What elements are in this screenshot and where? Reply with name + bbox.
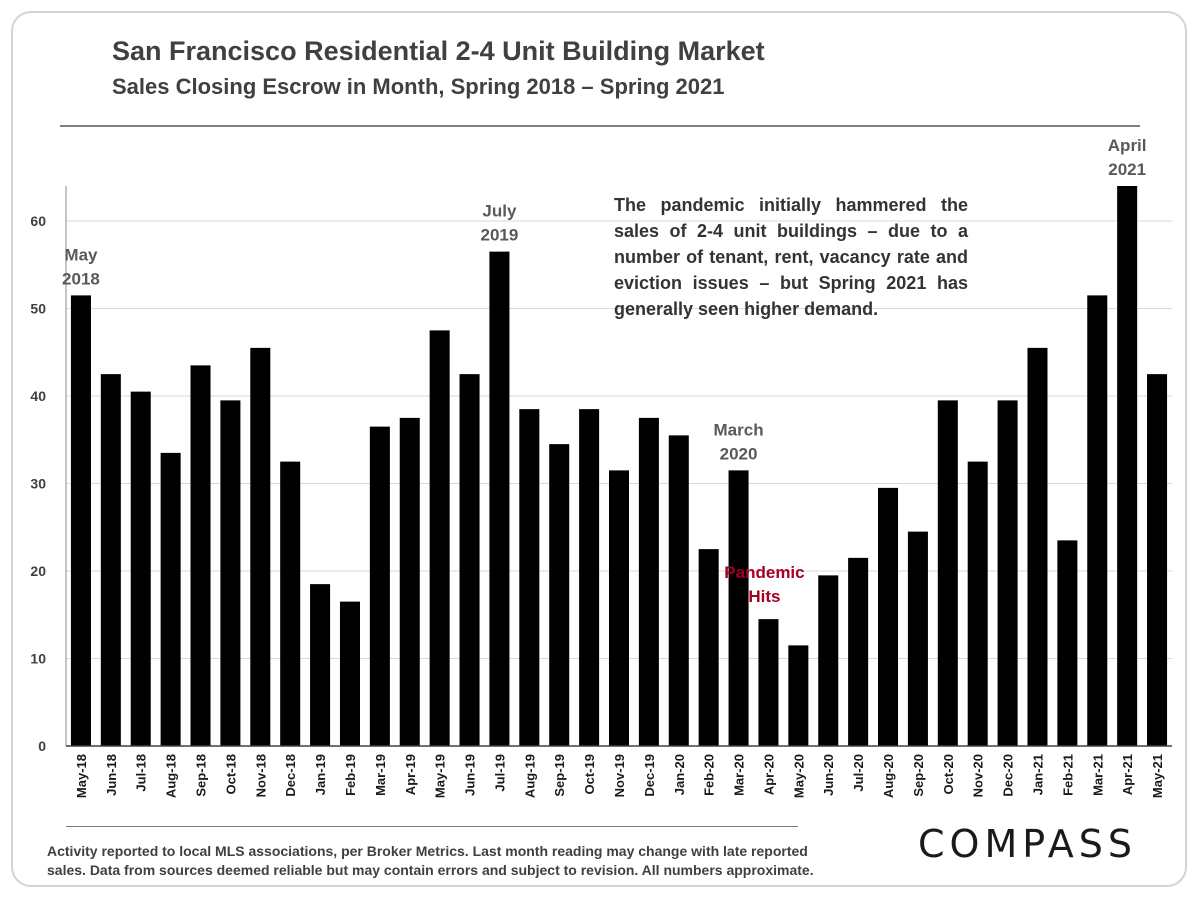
bar: [608, 470, 630, 746]
footnote-divider: [66, 826, 798, 827]
bar: [728, 470, 749, 746]
bar: [1027, 347, 1048, 746]
bar: [758, 619, 779, 746]
bar: [788, 645, 809, 746]
x-tick-label: Feb-19: [343, 754, 358, 796]
bar: [668, 435, 689, 746]
bar: [220, 400, 241, 746]
x-tick-label: May-18: [74, 754, 89, 798]
annotation-label: 2018: [62, 269, 100, 288]
bar: [70, 295, 91, 746]
annotation-label: Pandemic: [724, 563, 804, 582]
x-tick-label: Aug-19: [522, 754, 537, 798]
x-tick-label: Feb-21: [1060, 754, 1075, 796]
compass-logo: COMPASS: [918, 822, 1137, 866]
bar: [190, 365, 211, 746]
x-tick-label: Mar-19: [373, 754, 388, 796]
bar: [459, 374, 480, 746]
title-divider: [60, 125, 1140, 127]
y-tick-label: 10: [30, 651, 46, 667]
bar: [339, 601, 360, 746]
x-tick-label: Sep-18: [194, 754, 209, 797]
x-tick-label: Apr-21: [1120, 754, 1135, 795]
chart-title: San Francisco Residential 2-4 Unit Build…: [112, 36, 765, 66]
bar: [160, 452, 181, 746]
x-tick-label: Jun-18: [104, 754, 119, 796]
x-tick-label: May-21: [1150, 754, 1165, 798]
annotation-label: July: [482, 202, 517, 221]
x-tick-label: Jun-20: [821, 754, 836, 796]
y-tick-label: 40: [30, 388, 46, 404]
footnote: Activity reported to local MLS associati…: [47, 843, 814, 878]
bar: [250, 347, 271, 746]
x-tick-label: Nov-18: [253, 754, 268, 797]
bar: [1057, 540, 1078, 746]
bar: [638, 417, 659, 746]
bar: [878, 487, 899, 746]
annotation-label: April: [1108, 136, 1147, 155]
x-tick-label: Jul-20: [851, 754, 866, 792]
x-tick-label: Feb-20: [702, 754, 717, 796]
annotation-label: May: [64, 245, 98, 264]
x-tick-label: Oct-20: [941, 754, 956, 794]
bar: [519, 409, 540, 746]
x-tick-label: Jun-19: [463, 754, 478, 796]
bar: [130, 391, 151, 746]
x-tick-label: Mar-20: [732, 754, 747, 796]
annotation-label: 2019: [481, 226, 519, 245]
bar: [818, 575, 839, 746]
bar: [1117, 186, 1138, 746]
x-tick-label: Sep-19: [552, 754, 567, 797]
bar: [1087, 295, 1108, 746]
bar: [280, 461, 301, 746]
x-tick-label: Nov-19: [612, 754, 627, 797]
y-tick-label: 60: [30, 213, 46, 229]
x-tick-label: Oct-18: [223, 754, 238, 794]
x-tick-label: Apr-20: [761, 754, 776, 795]
y-tick-label: 20: [30, 563, 46, 579]
bar: [399, 417, 420, 746]
x-tick-label: Apr-19: [403, 754, 418, 795]
x-tick-label: Jul-19: [492, 754, 507, 792]
bar: [549, 444, 570, 746]
x-tick-label: Oct-19: [582, 754, 597, 794]
x-tick-label: Aug-18: [164, 754, 179, 798]
x-tick-label: May-20: [791, 754, 806, 798]
bar: [1147, 374, 1168, 746]
x-tick-label: Mar-21: [1090, 754, 1105, 796]
x-tick-label: Sep-20: [911, 754, 926, 797]
x-tick-label: Nov-20: [971, 754, 986, 797]
x-tick-label: Jan-20: [672, 754, 687, 795]
bar: [369, 426, 390, 746]
x-tick-label: Dec-18: [283, 754, 298, 797]
bar: [848, 557, 869, 746]
chart-subtitle: Sales Closing Escrow in Month, Spring 20…: [112, 74, 725, 99]
x-tick-label: Jan-19: [313, 754, 328, 795]
annotation-label: 2021: [1108, 160, 1146, 179]
y-tick-label: 30: [30, 476, 46, 492]
x-tick-label: Jan-21: [1030, 754, 1045, 795]
y-tick-label: 0: [38, 738, 46, 754]
chart-note: The pandemic initially hammered the sale…: [614, 195, 968, 319]
bar: [579, 409, 600, 746]
y-tick-label: 50: [30, 301, 46, 317]
annotation-label: 2020: [720, 444, 758, 463]
x-tick-label: May-19: [433, 754, 448, 798]
annotation-label: Hits: [748, 587, 780, 606]
bar: [937, 400, 958, 746]
bar: [698, 549, 719, 746]
bar: [429, 330, 450, 746]
bar: [100, 374, 121, 746]
annotation-label: March: [714, 420, 764, 439]
bar: [489, 251, 510, 746]
x-tick-label: Jul-18: [134, 754, 149, 792]
x-tick-label: Dec-20: [1001, 754, 1016, 797]
x-tick-label: Dec-19: [642, 754, 657, 797]
bar: [997, 400, 1018, 746]
bar: [967, 461, 988, 746]
bar: [310, 584, 331, 746]
x-tick-label: Aug-20: [881, 754, 896, 798]
bar: [907, 531, 928, 746]
